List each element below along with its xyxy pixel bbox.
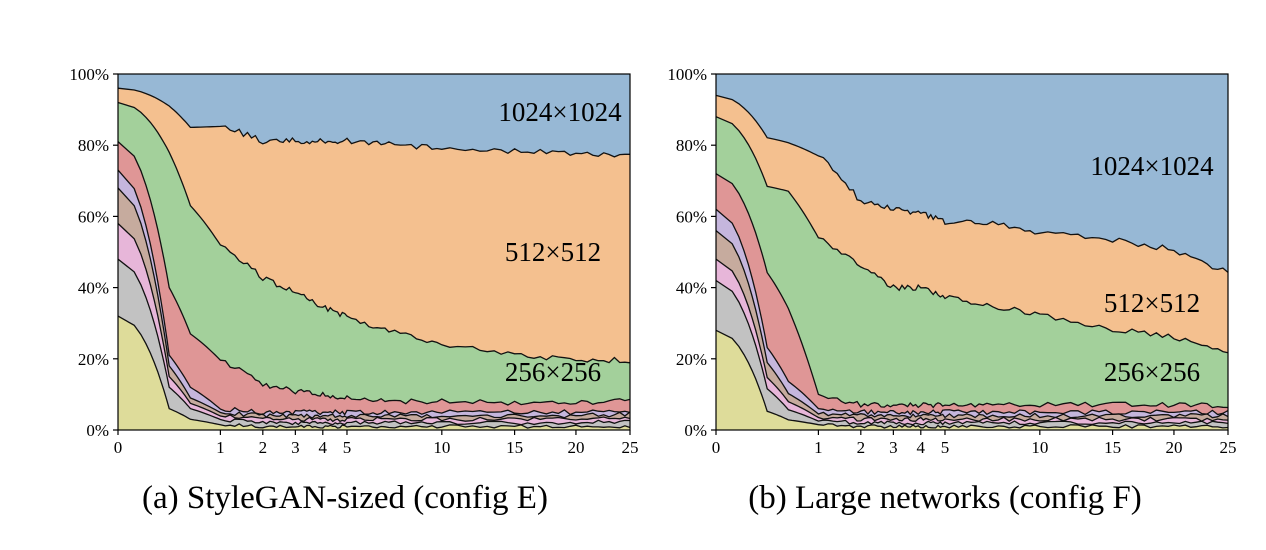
- plot-frame: [117, 73, 631, 431]
- y-tick-label: 100%: [667, 65, 707, 84]
- area-512-512: [716, 95, 1228, 353]
- y-tick-label: 0%: [684, 421, 707, 440]
- region-label-512-512: 512×512: [505, 237, 601, 267]
- x-tick-label: 10: [433, 438, 450, 457]
- chart-panel-a: 0% 20% 40% 60% 80% 100% 0 1 2 3 4 5 10 15 20 25 1024×102…: [69, 65, 638, 516]
- y-tick-label: 80%: [78, 136, 109, 155]
- x-tick-label: 3: [291, 438, 300, 457]
- y-tick-label: 40%: [78, 279, 109, 298]
- boundary-line-32-32: [117, 187, 631, 419]
- boundary-line-4-4: [715, 329, 1229, 429]
- y-tick-label: 80%: [676, 136, 707, 155]
- region-label-256-256: 256×256: [505, 357, 601, 387]
- y-tick-label: 100%: [69, 65, 109, 84]
- y-tick-label: 0%: [86, 421, 109, 440]
- y-tick-label: 40%: [676, 279, 707, 298]
- x-tick-label: 1: [814, 438, 823, 457]
- boundary-line-16-16: [715, 258, 1229, 422]
- area-256-256: [716, 116, 1228, 408]
- x-tick-label: 2: [259, 438, 268, 457]
- x-tick-label: 20: [1165, 438, 1182, 457]
- y-tick-label: 60%: [676, 207, 707, 226]
- x-tick-label: 0: [712, 438, 721, 457]
- x-tick-label: 20: [567, 438, 584, 457]
- boundary-line-256-256: [715, 116, 1229, 354]
- panel-caption: (b) Large networks (config F): [748, 480, 1141, 516]
- boundary-line-64-64: [715, 208, 1229, 416]
- y-tick-label: 20%: [676, 350, 707, 369]
- y-tick-label: 20%: [78, 350, 109, 369]
- x-tick-label: 2: [857, 438, 866, 457]
- boundary-line-512-512: [715, 94, 1229, 273]
- boundary-line-128-128: [117, 141, 631, 406]
- x-tick-label: 3: [889, 438, 898, 457]
- area-4-4: [716, 330, 1228, 430]
- boundary-line-512-512: [117, 87, 630, 158]
- chart-panel-b: 0% 20% 40% 60% 80% 100% 0 1 2 3 4 5 10 15 20 25 1024×102…: [667, 65, 1236, 516]
- panel-caption: (a) StyleGAN-sized (config E): [142, 480, 548, 516]
- region-label-512-512: 512×512: [1104, 288, 1200, 318]
- x-tick-label: 25: [622, 438, 639, 457]
- boundary-line-8-8: [715, 279, 1229, 426]
- x-tick-label: 5: [343, 438, 352, 457]
- area-1024-1024: [716, 74, 1228, 273]
- x-tick-label: 0: [114, 438, 123, 457]
- boundary-line-64-64: [117, 169, 631, 416]
- region-label-1024-1024: 1024×1024: [498, 97, 622, 127]
- x-tick-label: 25: [1220, 438, 1237, 457]
- x-tick-label: 10: [1031, 438, 1048, 457]
- boundary-line-8-8: [117, 258, 631, 426]
- x-tick-label: 1: [216, 438, 225, 457]
- y-tick-label: 60%: [78, 207, 109, 226]
- region-label-1024-1024: 1024×1024: [1090, 151, 1214, 181]
- x-tick-label: 4: [319, 438, 328, 457]
- area-256-256: [118, 102, 630, 405]
- boundary-line-256-256: [117, 101, 631, 364]
- x-tick-label: 5: [941, 438, 950, 457]
- boundary-line-16-16: [117, 223, 631, 423]
- plot-frame: [715, 73, 1229, 431]
- region-label-256-256: 256×256: [1104, 357, 1200, 387]
- x-tick-label: 15: [506, 438, 523, 457]
- x-tick-label: 4: [917, 438, 926, 457]
- boundary-line-4-4: [117, 315, 631, 429]
- area-512-512: [118, 88, 630, 363]
- area-1024-1024: [118, 74, 630, 157]
- area-4-4: [118, 316, 630, 430]
- boundary-line-128-128: [715, 173, 1229, 409]
- x-tick-label: 15: [1104, 438, 1121, 457]
